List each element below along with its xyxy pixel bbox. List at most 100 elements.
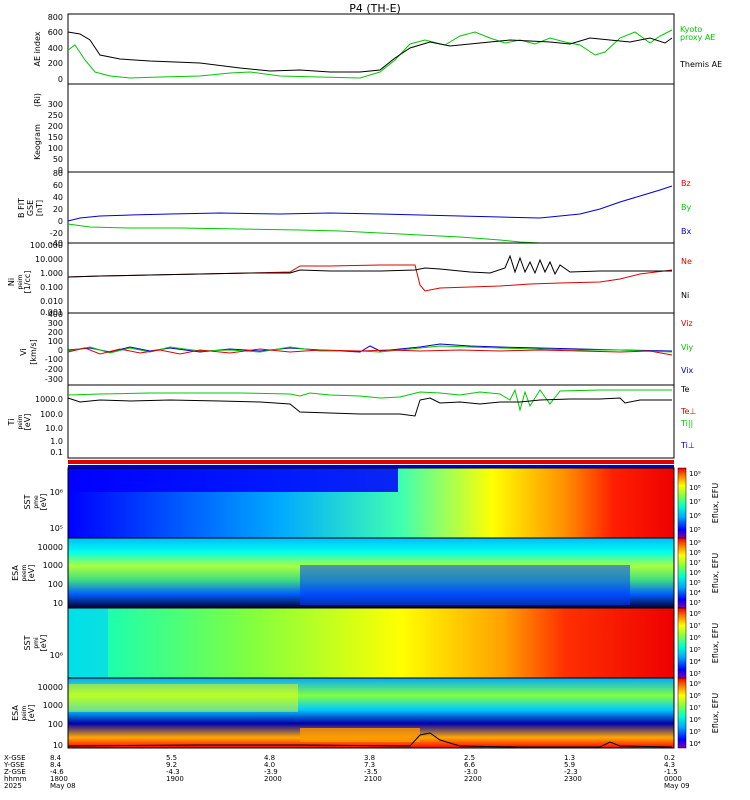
velocity-legend-viy: Viy [681, 343, 694, 352]
esa-i-tick: 1000 [43, 701, 63, 710]
zgse: -3.0 [464, 768, 478, 776]
colorbar [677, 467, 687, 539]
bottom-axis: X-GSE Y-GSE Z-GSE hhmm 2025 8.4 8.4 -4.6… [3, 754, 690, 790]
density-panel: Ni peim [1/cc] 100.000 10.000 1.000 0.10… [7, 241, 692, 317]
colorbar-tick: 10⁸ [689, 610, 701, 618]
ne-line [67, 264, 673, 292]
density-ylabel: Ni [7, 278, 16, 286]
density-legend-ni: Ni [681, 291, 689, 300]
sst-i-tick: 10⁶ [50, 651, 63, 660]
esa-i-tick: 10 [53, 741, 63, 750]
colorbar-tick: 10⁹ [689, 470, 701, 478]
x-tick: 3.8 7.3 -3.5 2100 [364, 754, 382, 783]
mode-bar [68, 460, 674, 468]
sst-e-tick: 10⁶ [50, 488, 63, 497]
temp-legend-tipar: Ti|| [680, 419, 693, 428]
esa-i-upper-band [68, 684, 298, 712]
esa-e-unit: [eV] [27, 565, 36, 582]
x-tick: 4.8 4.0 -3.9 2000 [264, 754, 282, 783]
zgse: -3.5 [364, 768, 378, 776]
keogram-tick: 150 [48, 133, 63, 142]
bfield-ylabel2: GSE [26, 200, 35, 216]
temp-tick: 1000.0 [35, 395, 63, 404]
temp-tick: 0.1 [50, 448, 63, 457]
time: 2100 [364, 775, 382, 783]
zgse: -1.5 [664, 768, 678, 776]
colorbar-tick: 10⁴ [689, 740, 701, 748]
sst-e-ylabel2: pme [33, 495, 40, 509]
temp-ylabel2: peim [17, 414, 24, 429]
ti-line [67, 397, 672, 417]
mode-bar-red [68, 460, 674, 464]
ae-tick: 0 [58, 75, 63, 84]
colorbar [677, 677, 687, 749]
x-tick: 8.4 8.4 -4.6 1800 May 08 [50, 754, 76, 790]
colorbar-label: Eflux, EFU [711, 623, 720, 664]
colorbar [677, 607, 687, 679]
density-tick: 0.001 [40, 308, 63, 317]
xgse: 1.3 [564, 754, 575, 762]
bfield-unit: [nT] [35, 200, 44, 216]
velocity-tick: 100 [48, 337, 63, 346]
colorbar-tick: 10³ [689, 599, 701, 607]
keogram-tick: 250 [48, 111, 63, 120]
ae-legend-themis: Themis AE [679, 60, 722, 69]
density-legend-ne: Ne [681, 257, 692, 266]
sst-i-ylabel: SST [23, 635, 32, 650]
ae-legend-kyoto: Kyoto [680, 25, 702, 34]
density-ylabel2: peim [17, 274, 24, 289]
keogram-tick: 100 [48, 144, 63, 153]
colorbar-tick: 10⁸ [689, 549, 701, 557]
x-tick: 2.5 6.6 -3.0 2200 [464, 754, 482, 783]
esa-e-ylabel: ESA [11, 565, 20, 581]
keogram-tick: 50 [53, 155, 63, 164]
colorbar-tick: 10³ [689, 670, 701, 678]
bx-line [67, 185, 673, 222]
mode-bar-white [68, 464, 674, 465]
esa-i-panel: ESA peim [eV] 10000 1000 100 10 Eflux, E… [11, 677, 720, 750]
esa-i-frame [67, 677, 675, 749]
bfield-legend-by: By [681, 203, 691, 212]
density-tick: 0.100 [40, 283, 63, 292]
colorbar-tick: 10⁶ [689, 512, 701, 520]
colorbar-tick: 10⁵ [689, 579, 701, 587]
velocity-ylabel: Vi [19, 348, 28, 356]
colorbar-tick: 10⁸ [689, 692, 701, 700]
zgse: -2.3 [564, 768, 578, 776]
chart-title: P4 (TH-E) [349, 2, 401, 15]
density-tick: 10.000 [35, 255, 63, 264]
colorbar [677, 537, 687, 609]
sst-e-panel: SST pme [eV] 10⁶ 10⁵ Eflux, EFU 10⁹ 10⁸ … [23, 467, 720, 539]
velocity-tick: -300 [45, 375, 63, 384]
ygse: 7.3 [364, 761, 375, 769]
bfield-tick: 0 [58, 217, 63, 226]
zgse: -4.3 [166, 768, 180, 776]
time: 2300 [564, 775, 582, 783]
colorbar-tick: 10⁷ [689, 498, 701, 506]
temp-legend-te: Te [680, 385, 690, 394]
velocity-tick: 300 [48, 319, 63, 328]
colorbar-tick: 10⁵ [689, 646, 701, 654]
date: May 09 [664, 782, 690, 790]
xgse: 0.2 [664, 754, 675, 762]
density-tick: 0.010 [40, 297, 63, 306]
velocity-tick: 400 [48, 310, 63, 319]
sst-e-ylabel: SST [23, 494, 32, 509]
sst-i-left-band [68, 608, 108, 678]
bfield-tick: -40 [50, 239, 63, 248]
colorbar-tick: 10⁴ [689, 658, 701, 666]
bfield-tick: 60 [53, 181, 63, 190]
velocity-tick: -100 [45, 355, 63, 364]
temp-tick: 1.0 [50, 437, 63, 446]
colorbar-tick: 10⁶ [689, 569, 701, 577]
xgse: 3.8 [364, 754, 375, 762]
colorbar-tick: 10⁶ [689, 634, 701, 642]
keogram-ylabel: Keogram [33, 124, 42, 160]
sst-e-unit: [eV] [39, 494, 48, 511]
temp-frame [67, 384, 675, 459]
keogram-tick: 300 [48, 100, 63, 109]
esa-e-tick: 100 [48, 580, 63, 589]
ae-tick: 800 [48, 13, 63, 22]
bfield-legend-bz: Bz [681, 179, 691, 188]
